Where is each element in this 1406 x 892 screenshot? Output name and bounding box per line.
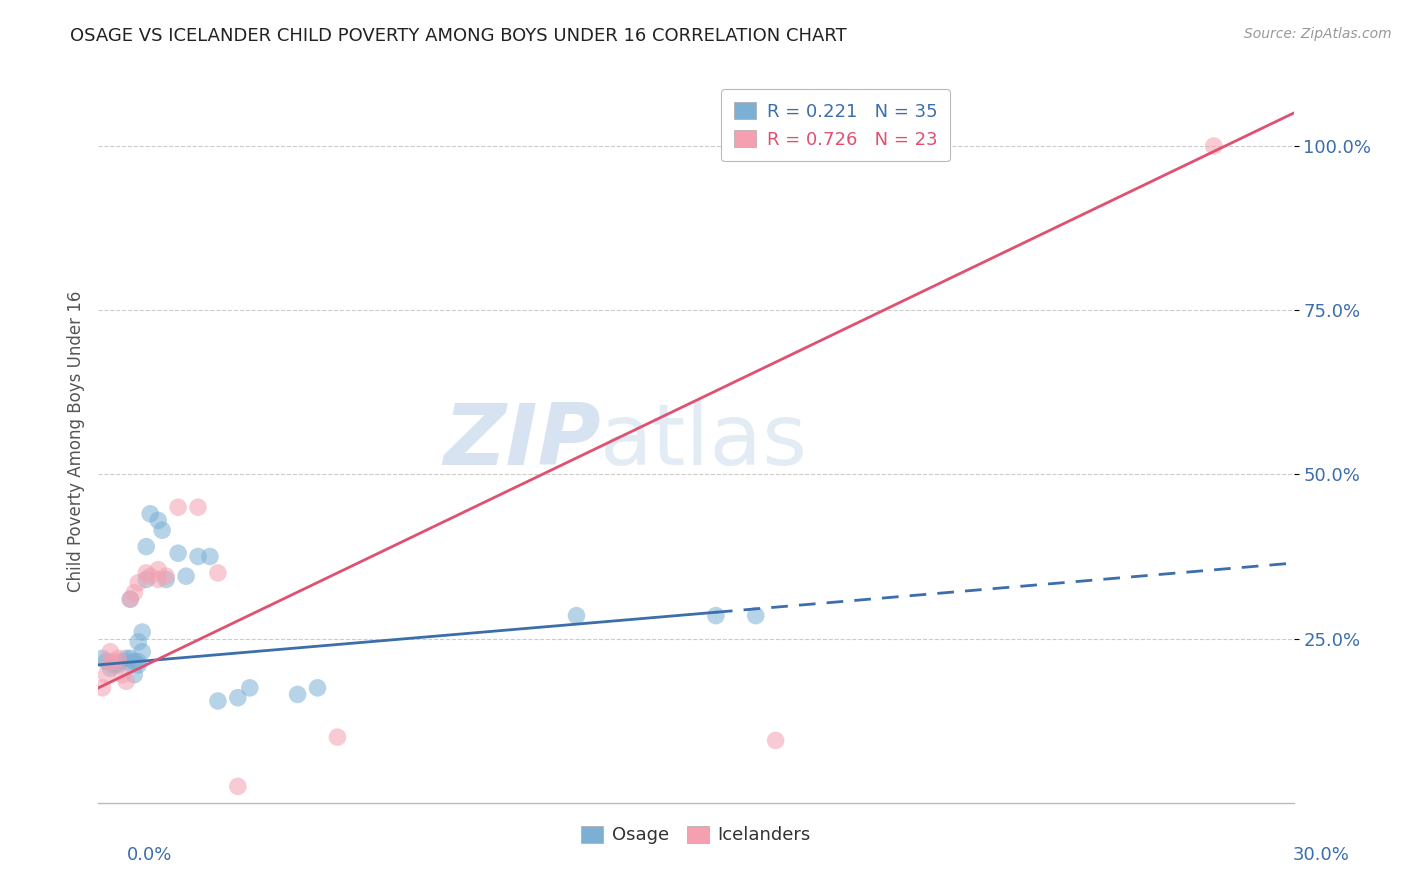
Point bbox=[148, 573, 170, 587]
Point bbox=[139, 507, 162, 521]
Point bbox=[96, 655, 118, 669]
Text: ZIP: ZIP bbox=[443, 400, 600, 483]
Point bbox=[103, 655, 125, 669]
Point bbox=[91, 651, 114, 665]
Point bbox=[115, 655, 138, 669]
Point bbox=[187, 500, 209, 515]
Point bbox=[127, 655, 149, 669]
Point bbox=[127, 575, 149, 590]
Point bbox=[187, 549, 209, 564]
Text: Source: ZipAtlas.com: Source: ZipAtlas.com bbox=[1244, 27, 1392, 41]
Y-axis label: Child Poverty Among Boys Under 16: Child Poverty Among Boys Under 16 bbox=[66, 291, 84, 592]
Point bbox=[103, 657, 125, 672]
Point bbox=[131, 625, 153, 640]
Text: atlas: atlas bbox=[600, 400, 808, 483]
Point bbox=[111, 655, 134, 669]
Point bbox=[704, 608, 727, 623]
Point bbox=[111, 667, 134, 681]
Point bbox=[115, 674, 138, 689]
Point bbox=[150, 523, 173, 537]
Point bbox=[155, 569, 177, 583]
Point bbox=[207, 566, 229, 580]
Point bbox=[226, 690, 249, 705]
Point bbox=[127, 657, 149, 672]
Point bbox=[287, 687, 309, 701]
Point bbox=[148, 563, 170, 577]
Point bbox=[167, 546, 190, 560]
Point bbox=[120, 651, 142, 665]
Point bbox=[120, 592, 142, 607]
Point bbox=[135, 573, 157, 587]
Point bbox=[326, 730, 349, 744]
Point bbox=[135, 566, 157, 580]
Point bbox=[307, 681, 329, 695]
Point bbox=[124, 667, 146, 681]
Point bbox=[124, 585, 146, 599]
Point bbox=[765, 733, 787, 747]
Point bbox=[167, 500, 190, 515]
Point bbox=[135, 540, 157, 554]
Point bbox=[148, 513, 170, 527]
Point bbox=[107, 657, 129, 672]
Point bbox=[155, 573, 177, 587]
Point bbox=[131, 645, 153, 659]
Point bbox=[98, 645, 122, 659]
Point bbox=[139, 569, 162, 583]
Point bbox=[207, 694, 229, 708]
Point bbox=[174, 569, 197, 583]
Text: 30.0%: 30.0% bbox=[1294, 846, 1350, 863]
Point bbox=[745, 608, 768, 623]
Text: 0.0%: 0.0% bbox=[127, 846, 172, 863]
Point bbox=[98, 655, 122, 669]
Point bbox=[1202, 139, 1225, 153]
Point bbox=[115, 651, 138, 665]
Legend: Osage, Icelanders: Osage, Icelanders bbox=[574, 818, 818, 852]
Point bbox=[120, 592, 142, 607]
Point bbox=[98, 661, 122, 675]
Point bbox=[239, 681, 262, 695]
Point bbox=[198, 549, 221, 564]
Point bbox=[91, 681, 114, 695]
Point bbox=[226, 780, 249, 794]
Point bbox=[107, 651, 129, 665]
Text: OSAGE VS ICELANDER CHILD POVERTY AMONG BOYS UNDER 16 CORRELATION CHART: OSAGE VS ICELANDER CHILD POVERTY AMONG B… bbox=[70, 27, 846, 45]
Point bbox=[96, 667, 118, 681]
Point bbox=[565, 608, 588, 623]
Point bbox=[127, 635, 149, 649]
Point bbox=[124, 655, 146, 669]
